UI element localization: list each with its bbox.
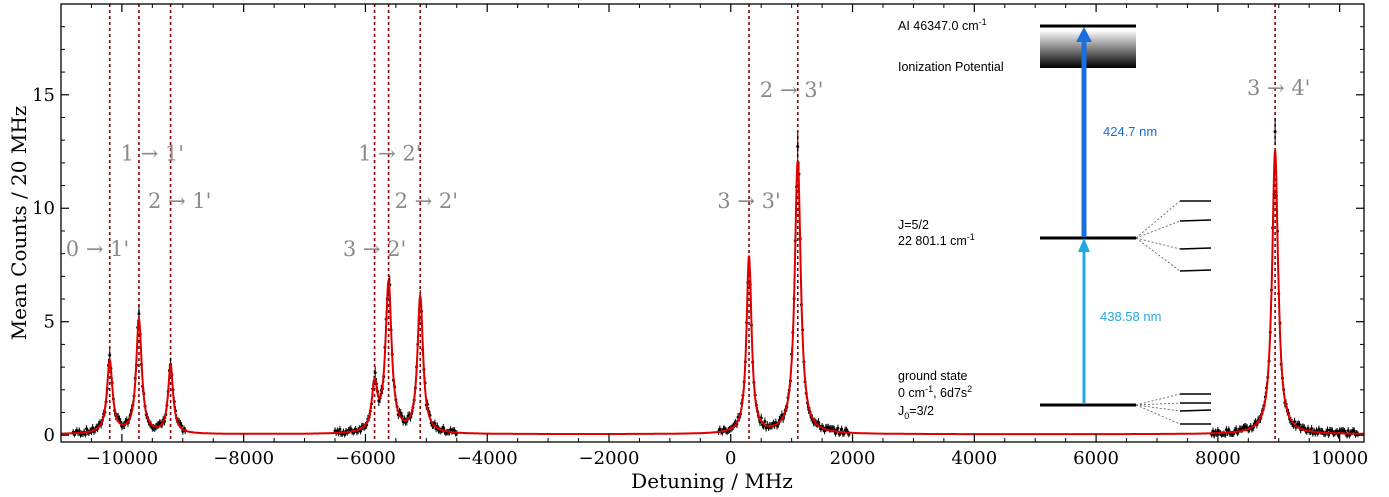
ai-label: AI 46347.0 cm-1: [898, 17, 987, 33]
data-point: [1345, 434, 1349, 438]
x-tick-label: −2000: [579, 448, 640, 469]
x-tick-label: 6000: [1073, 448, 1119, 469]
x-tick-label: −10000: [86, 448, 158, 469]
data-point: [338, 427, 342, 431]
data-point: [83, 432, 87, 436]
x-tick-label: 8000: [1195, 448, 1241, 469]
y-tick-label: 0: [44, 425, 55, 446]
hyperfine-connector: [1135, 404, 1181, 425]
x-tick-label: −6000: [335, 448, 396, 469]
blue-wavelength-label: 424.7 nm: [1103, 124, 1157, 139]
data-point: [1335, 429, 1339, 433]
peak-label: 3 → 4': [1247, 76, 1310, 100]
x-tick-label: 2000: [830, 448, 876, 469]
y-tick-label: 5: [44, 312, 55, 333]
blue-arrow-head: [1076, 27, 1092, 42]
upper-hyperfine-levels: [1135, 200, 1212, 272]
peak-label: 2 → 1': [148, 189, 211, 213]
plot-frame: [60, 3, 1365, 443]
hyperfine-level: [1179, 247, 1212, 250]
hyperfine-connector: [1135, 200, 1181, 239]
y-axis-title: Mean Counts / 20 MHz: [7, 106, 31, 341]
hyperfine-level: [1179, 269, 1212, 272]
hyperfine-connector: [1135, 220, 1181, 239]
data-point: [108, 353, 112, 357]
hyperfine-connector: [1135, 404, 1181, 412]
data-point: [1211, 429, 1215, 433]
cyan-wavelength-label: 438.58 nm: [1100, 309, 1161, 324]
hyperfine-level: [1179, 219, 1212, 222]
ground-state-j-label: J0=3/2: [898, 404, 934, 421]
y-tick-label: 10: [32, 198, 55, 219]
peak-labels: 0 → 1' 1 → 1' 2 → 1' 3 → 2' 1 → 2' 2 → 2' 3 → …: [66, 76, 1311, 261]
data-point: [796, 144, 800, 148]
y-tick-label: 15: [32, 85, 55, 106]
data-point: [836, 426, 840, 430]
data-point: [1327, 433, 1331, 437]
data-point: [1352, 429, 1356, 433]
hyperfine-connector: [1135, 237, 1181, 250]
peak-label: 3 → 2': [343, 237, 406, 261]
data-point: [1234, 427, 1238, 431]
hyperfine-connector: [1135, 237, 1181, 272]
data-point: [1227, 428, 1231, 432]
y-axis: 0 5 10 15: [32, 26, 1364, 446]
x-tick-label: −4000: [457, 448, 518, 469]
data-point: [1223, 433, 1227, 437]
peak-label: 2 → 3': [760, 78, 823, 102]
j52-energy-label: 22 801.1 cm-1: [898, 232, 975, 248]
data-point: [373, 371, 377, 375]
data-point: [840, 427, 844, 431]
transition-markers: [108, 4, 1276, 442]
hyperfine-connector: [1135, 393, 1181, 406]
hyperfine-level: [1179, 409, 1212, 412]
data-point: [1273, 130, 1277, 134]
data-points: [71, 117, 1360, 439]
energy-level-diagram: 424.7 nm 438.58 nm AI 46347.0 cm-1 Ioniz…: [898, 17, 1212, 425]
peak-label: 0 → 1': [66, 237, 129, 261]
peak-label: 2 → 2': [395, 189, 458, 213]
x-tick-label: 0: [725, 448, 736, 469]
x-axis: −10000 −8000 −6000 −4000 −2000 0 2000 4000 6000 8…: [60, 4, 1368, 469]
peak-label: 3 → 3': [717, 189, 780, 213]
ground-hyperfine-levels: [1135, 393, 1212, 425]
x-tick-label: −8000: [213, 448, 274, 469]
x-tick-label: 4000: [951, 448, 997, 469]
ground-state-label: ground state: [898, 369, 968, 383]
data-point: [1325, 428, 1329, 432]
fit-curve: [61, 150, 1364, 436]
peak-label: 1 → 1': [121, 142, 184, 166]
ground-state-config-label: 0 cm-1, 6d7s2: [898, 384, 972, 400]
j52-label: J=5/2: [898, 218, 929, 232]
x-tick-label: 10000: [1311, 448, 1368, 469]
data-point: [137, 312, 141, 316]
peak-label: 1 → 2': [358, 142, 421, 166]
x-axis-title: Detuning / MHz: [631, 469, 793, 493]
data-point: [1346, 429, 1350, 433]
ionization-potential-label: Ionization Potential: [898, 60, 1004, 74]
data-point: [763, 420, 767, 424]
data-point: [1310, 427, 1314, 431]
cyan-arrow-head: [1078, 238, 1090, 252]
data-point: [1297, 423, 1301, 427]
hyperfine-connector: [1135, 402, 1181, 406]
